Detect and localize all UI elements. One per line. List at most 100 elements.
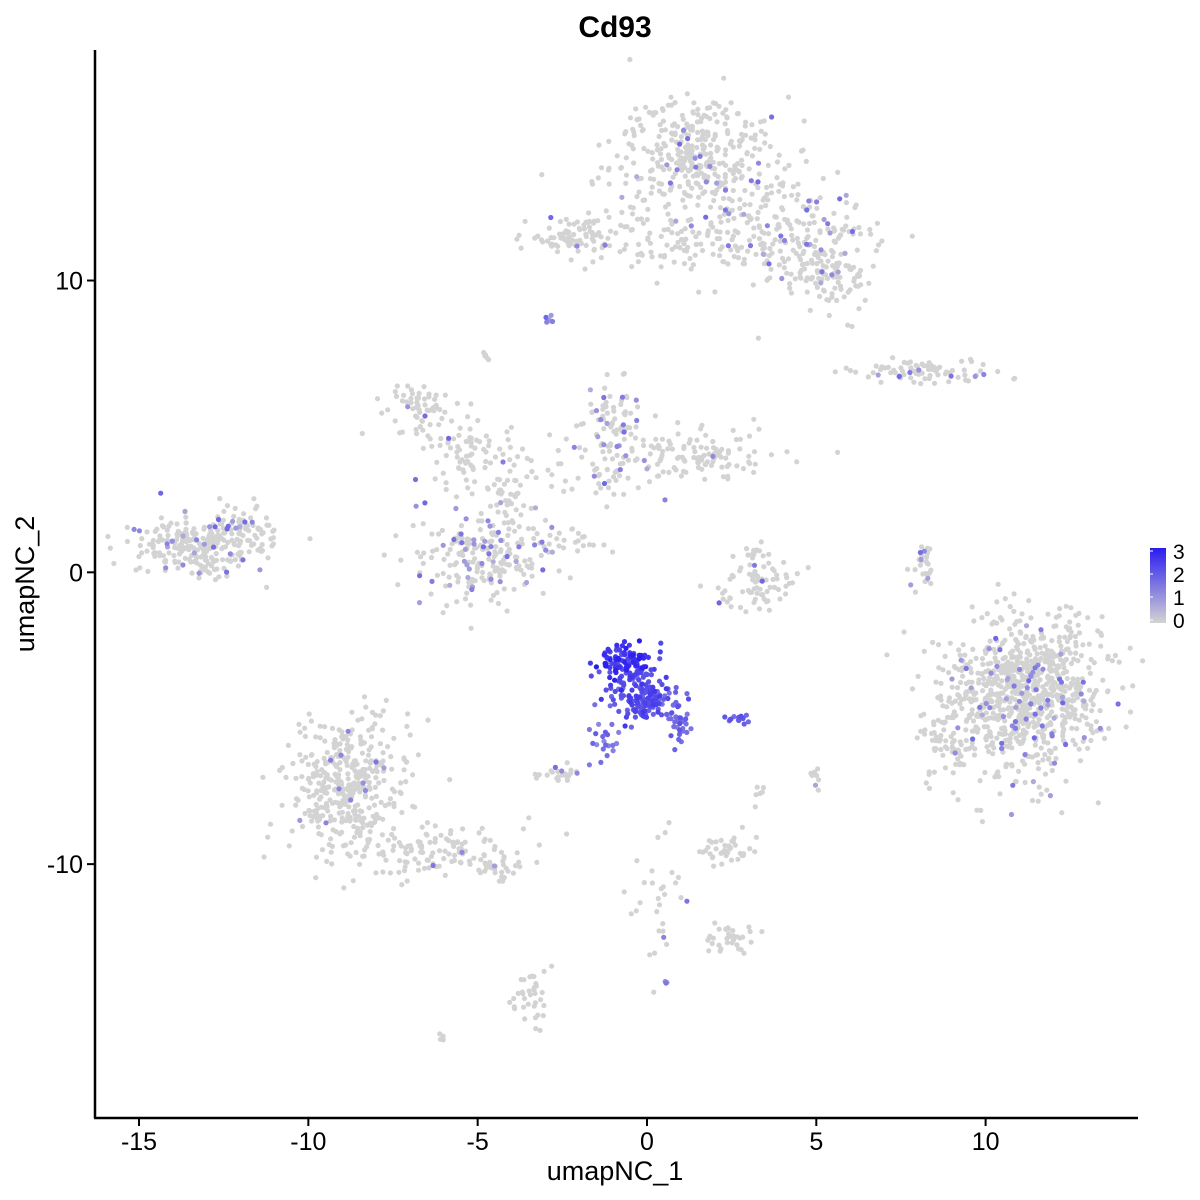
cell-point	[402, 864, 408, 870]
cell-point	[627, 204, 634, 210]
cell-point	[319, 767, 325, 773]
cell-point	[313, 734, 319, 740]
cell-point	[647, 240, 654, 246]
cell-point	[678, 228, 685, 234]
cell-point	[930, 639, 936, 646]
cell-point	[489, 538, 495, 544]
cell-point	[628, 724, 635, 730]
cell-point	[992, 774, 998, 780]
cell-point	[1049, 767, 1055, 774]
cell-point	[1073, 639, 1079, 645]
cell-point	[1048, 677, 1054, 683]
cell-point	[373, 793, 379, 800]
cell-point	[385, 744, 391, 750]
cell-point	[299, 774, 305, 780]
cell-point	[305, 761, 311, 768]
cell-point	[740, 934, 746, 940]
cell-point	[820, 175, 826, 182]
cell-point	[644, 216, 650, 223]
cell-point	[450, 840, 456, 846]
cell-point	[751, 469, 757, 475]
cell-point	[677, 245, 683, 251]
cell-point	[1070, 676, 1076, 682]
cell-point	[329, 861, 335, 867]
cell-point	[991, 619, 997, 625]
cell-point	[215, 516, 222, 523]
cell-point	[221, 508, 227, 514]
cell-point	[574, 423, 580, 429]
cell-point	[445, 551, 451, 557]
cell-point	[475, 417, 481, 424]
cell-point	[533, 475, 539, 481]
cell-point	[417, 424, 423, 430]
cell-point	[196, 570, 202, 576]
cell-point	[201, 551, 208, 557]
cell-point	[414, 399, 420, 406]
cell-point	[725, 450, 732, 456]
cell-point	[568, 257, 574, 263]
cell-point	[963, 737, 969, 744]
cell-point	[339, 781, 345, 788]
cell-point	[372, 721, 378, 727]
cell-point	[640, 220, 647, 226]
cell-point	[1008, 709, 1015, 715]
cell-point	[829, 254, 836, 260]
cell-point	[688, 216, 694, 222]
cell-point	[1055, 695, 1061, 701]
cell-point	[984, 611, 990, 617]
cell-point	[302, 725, 308, 731]
cell-point	[391, 826, 397, 832]
cell-point	[969, 707, 975, 713]
cell-point	[1109, 658, 1115, 664]
cell-point	[456, 465, 462, 471]
cell-point	[680, 127, 687, 133]
cell-point	[1036, 717, 1042, 723]
cell-point	[724, 599, 730, 605]
cell-point	[231, 513, 237, 520]
cell-point	[890, 355, 896, 361]
cell-point	[766, 261, 772, 267]
cell-point	[277, 767, 283, 774]
cell-point	[497, 549, 504, 555]
cell-point	[495, 476, 501, 482]
cell-point	[498, 560, 504, 566]
cell-point	[1040, 666, 1046, 672]
cell-point	[705, 230, 711, 236]
cell-point	[681, 261, 688, 267]
cell-point	[995, 717, 1001, 723]
cell-point	[549, 241, 555, 247]
cell-point	[1048, 648, 1054, 654]
cell-point	[1044, 787, 1050, 793]
cell-point	[658, 886, 664, 892]
cell-point	[731, 253, 737, 260]
cell-point	[476, 830, 482, 836]
cell-point	[780, 183, 786, 189]
cell-point	[1097, 708, 1103, 714]
cell-point	[1017, 719, 1023, 725]
cell-point	[698, 119, 704, 125]
cell-point	[1042, 657, 1049, 663]
cell-point	[619, 643, 626, 649]
cell-point	[556, 543, 562, 549]
cell-point	[825, 258, 831, 264]
cell-point	[602, 729, 609, 735]
cell-point	[928, 580, 934, 587]
cell-point	[959, 358, 965, 364]
cell-point	[993, 635, 999, 642]
cell-point	[843, 263, 849, 269]
cell-point	[741, 261, 748, 267]
cell-point	[616, 708, 622, 715]
cell-point	[660, 107, 666, 113]
cell-point	[829, 272, 835, 278]
cell-point	[738, 131, 745, 137]
cell-point	[608, 682, 614, 688]
cell-point	[339, 819, 345, 825]
cell-point	[678, 895, 684, 901]
cell-point	[942, 653, 948, 660]
cell-point	[512, 863, 519, 869]
cell-point	[962, 372, 968, 378]
cell-point	[975, 670, 981, 676]
cell-point	[216, 574, 222, 580]
cell-point	[913, 362, 919, 368]
cell-point	[194, 537, 200, 543]
